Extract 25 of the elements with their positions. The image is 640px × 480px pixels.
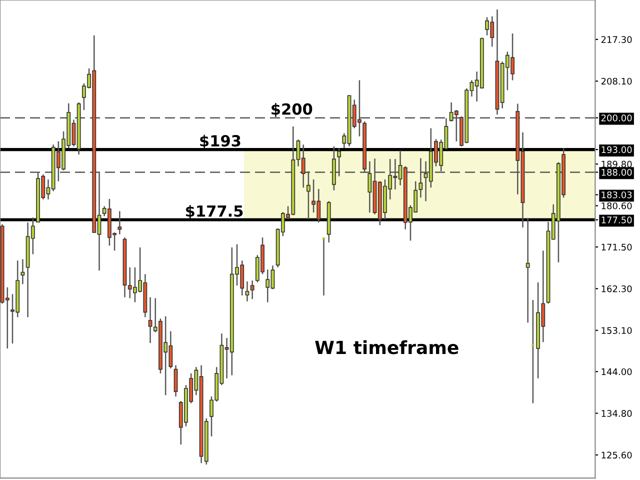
- candlestick: [174, 364, 178, 398]
- y-tick-label: 125.60: [602, 452, 632, 459]
- y-tick-label: 180.60: [602, 202, 632, 210]
- y-tick-label: 144.00: [602, 368, 632, 376]
- candlestick: [20, 258, 25, 285]
- text: W1 timeframe: [315, 340, 458, 354]
- y-tick-label: 171.50: [602, 244, 632, 251]
- y-tick-label: 217.30: [601, 36, 632, 43]
- y-tick-label: 189.80: [602, 160, 632, 168]
- y-tick-label: 177.50: [602, 216, 632, 224]
- y-tick-label: 188.00: [602, 168, 632, 176]
- candlestick: [245, 280, 250, 302]
- ref-line-label: $177.5: [186, 204, 243, 219]
- y-tick-label: 208.10: [601, 78, 632, 85]
- candlestick: [250, 280, 254, 300]
- y-tick-label: 134.80: [602, 410, 632, 417]
- y-tick-label: 193.00: [602, 146, 632, 154]
- y-tick-label: 183.03: [602, 191, 632, 198]
- ref-line-label: $193: [200, 134, 240, 149]
- y-tick-label: 162.30: [602, 285, 632, 292]
- candlestick: [118, 210, 122, 235]
- ref-line-label: $200: [272, 103, 312, 117]
- y-tick-label: 153.10: [602, 327, 632, 334]
- y-tick-label: 200.00: [601, 114, 632, 122]
- candlestick: [526, 218, 530, 324]
